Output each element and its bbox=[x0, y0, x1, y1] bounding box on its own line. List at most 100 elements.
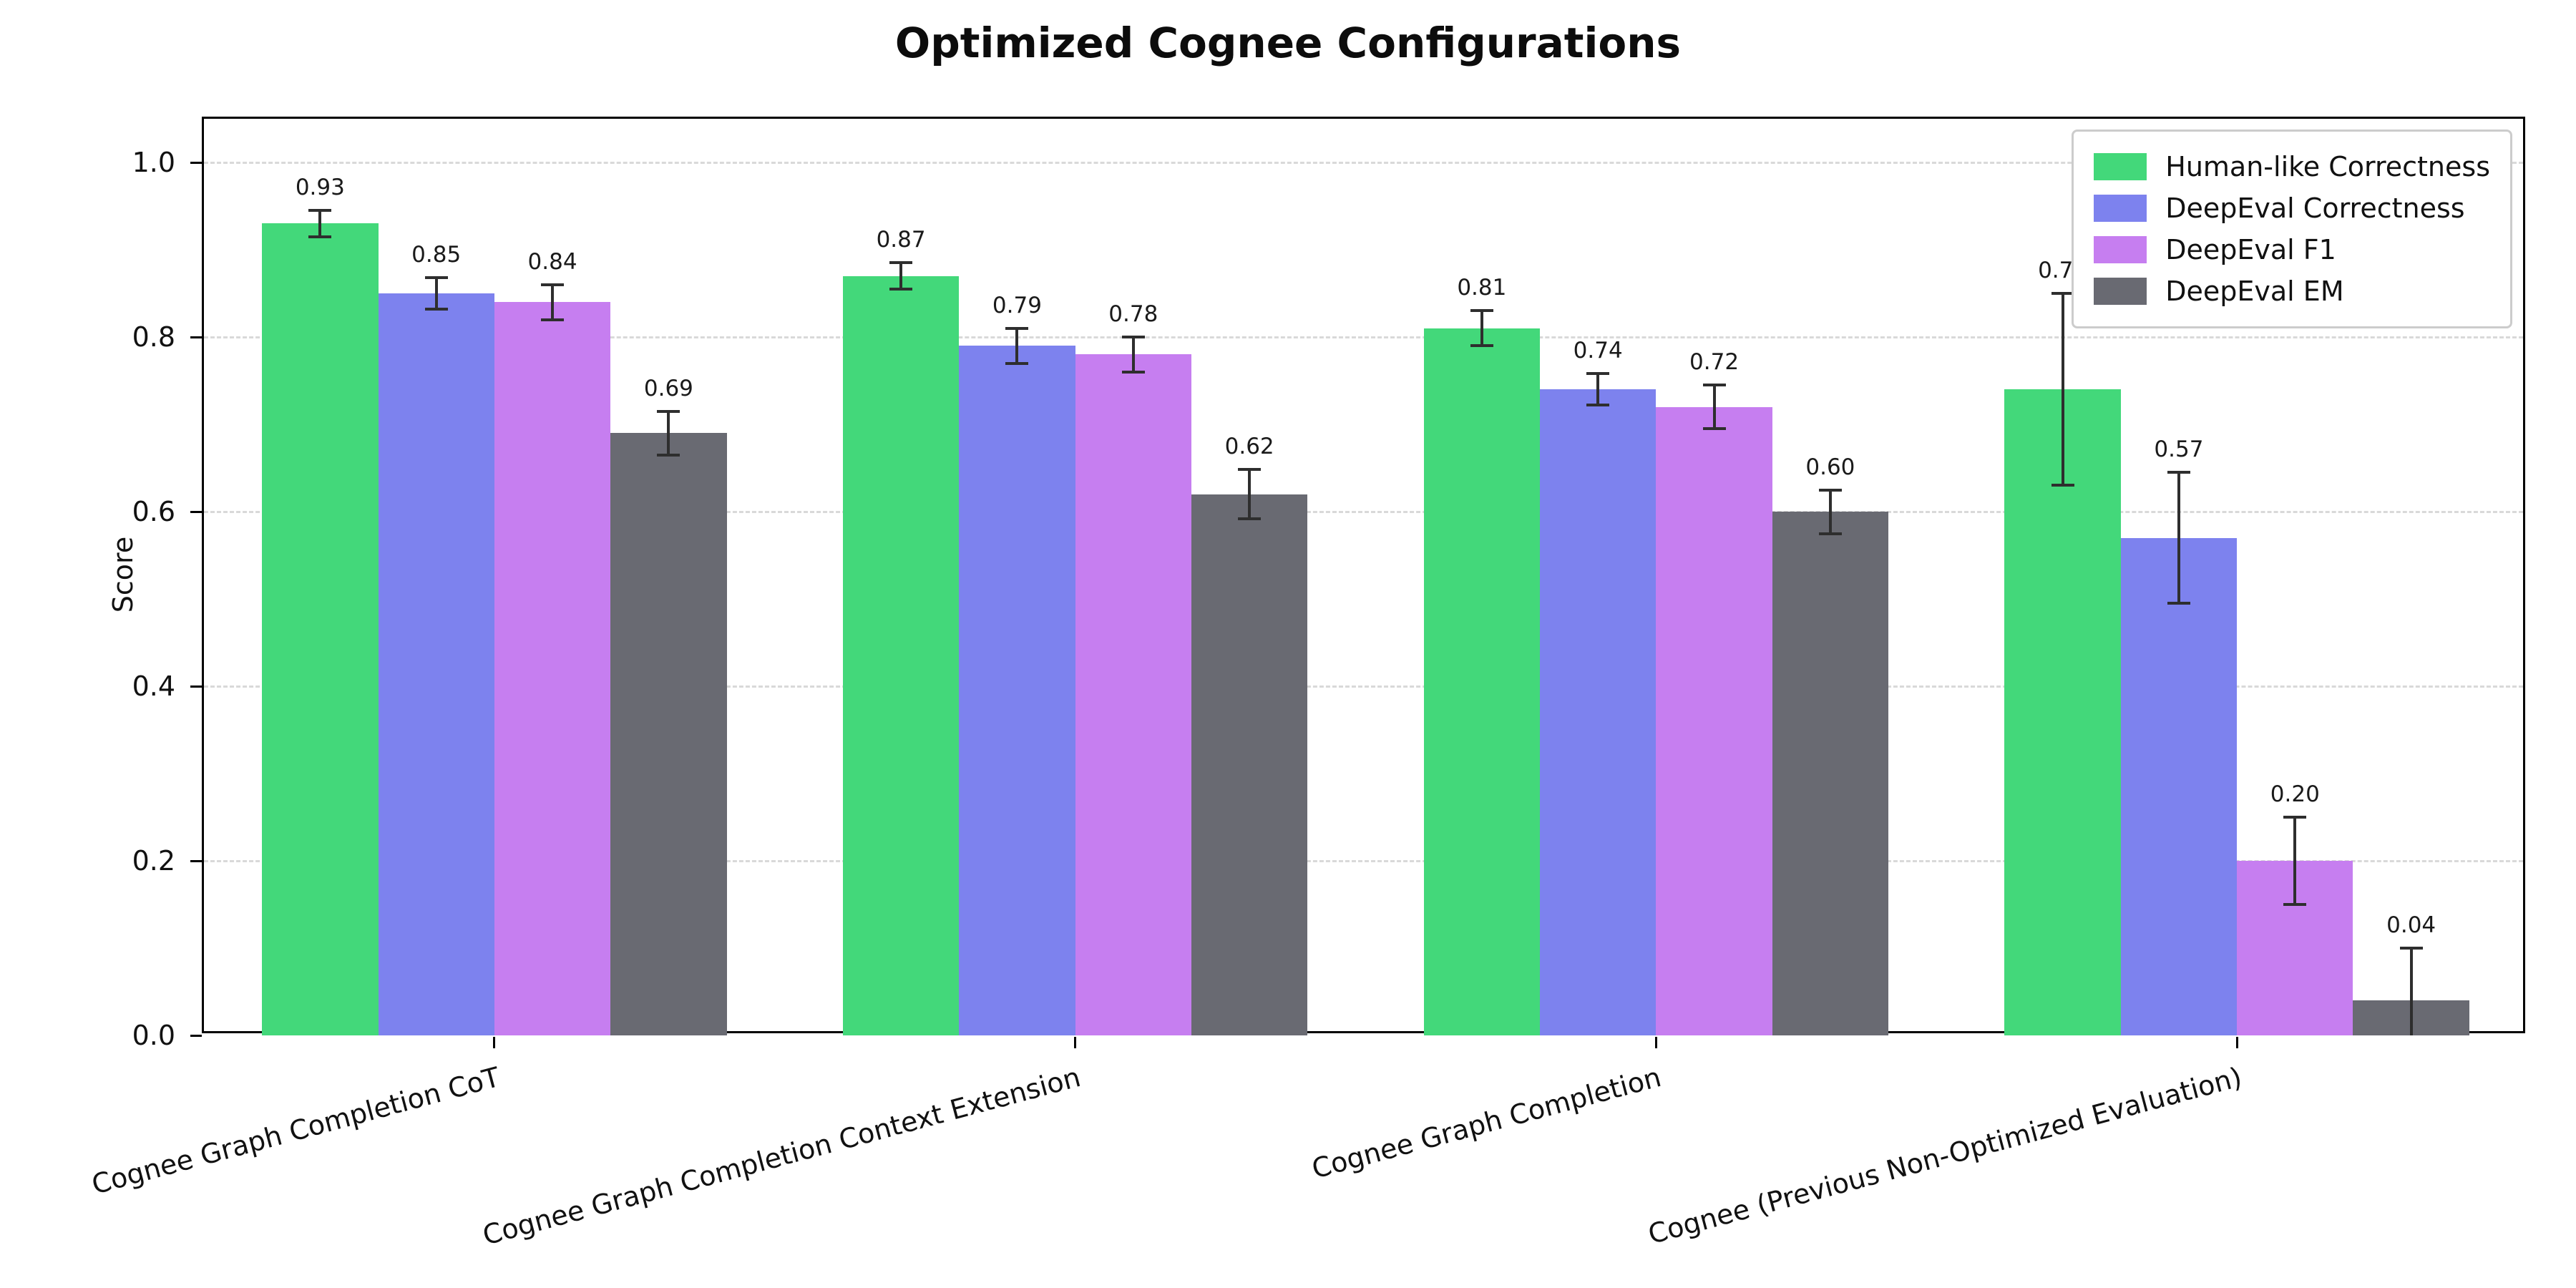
legend-item: DeepEval EM bbox=[2094, 270, 2490, 312]
error-bar-cap bbox=[1121, 370, 1145, 374]
error-bar-cap bbox=[1586, 404, 1610, 407]
error-bar-stem bbox=[1712, 385, 1716, 429]
bar-value-label: 0.60 bbox=[1805, 454, 1855, 480]
bar bbox=[1423, 328, 1541, 1035]
legend-label: DeepEval Correctness bbox=[2165, 192, 2465, 224]
error-bar-cap bbox=[1238, 517, 1262, 520]
error-bar-stem bbox=[318, 210, 322, 237]
error-bar-cap bbox=[1586, 372, 1610, 376]
x-tick-mark bbox=[2235, 1037, 2238, 1048]
error-bar-stem bbox=[2177, 472, 2180, 604]
bar-value-label: 0.85 bbox=[411, 242, 462, 268]
y-tick-label: 0.4 bbox=[132, 670, 175, 702]
gridline bbox=[204, 336, 2523, 338]
error-bar-cap bbox=[2167, 471, 2190, 474]
x-tick-mark bbox=[1654, 1037, 1657, 1048]
error-bar-cap bbox=[2051, 484, 2074, 487]
y-tick-mark bbox=[190, 336, 202, 338]
error-bar-cap bbox=[1818, 532, 1842, 535]
legend-label: DeepEval EM bbox=[2165, 275, 2344, 307]
x-tick-mark bbox=[1074, 1037, 1077, 1048]
bar-value-label: 0.81 bbox=[1457, 275, 1507, 301]
error-bar-stem bbox=[1480, 311, 1483, 346]
bar-value-label: 0.87 bbox=[876, 227, 926, 253]
gridline bbox=[204, 860, 2523, 862]
error-bar-cap bbox=[657, 409, 680, 413]
error-bar-cap bbox=[424, 276, 448, 280]
bar bbox=[494, 302, 611, 1035]
error-bar-stem bbox=[2293, 817, 2297, 904]
error-bar-cap bbox=[889, 287, 913, 291]
y-tick-mark bbox=[190, 859, 202, 862]
bar-value-label: 0.74 bbox=[1573, 338, 1623, 364]
error-bar-stem bbox=[899, 263, 903, 289]
y-tick-mark bbox=[190, 161, 202, 164]
error-bar-stem bbox=[1131, 337, 1135, 372]
error-bar-cap bbox=[541, 318, 565, 321]
error-bar-cap bbox=[1470, 344, 1493, 348]
error-bar-cap bbox=[1470, 309, 1493, 313]
error-bar-cap bbox=[1121, 336, 1145, 338]
error-bar-stem bbox=[1828, 489, 1832, 534]
x-tick-label: Cognee Graph Completion CoT bbox=[88, 1060, 503, 1201]
legend-item: DeepEval Correctness bbox=[2094, 187, 2490, 229]
bar-value-label: 0.62 bbox=[1224, 434, 1274, 460]
bar bbox=[2120, 537, 2238, 1035]
error-bar-stem bbox=[434, 278, 438, 309]
bar-value-label: 0.84 bbox=[527, 248, 577, 275]
error-bar-cap bbox=[2051, 292, 2074, 295]
error-bar-stem bbox=[1596, 374, 1600, 406]
legend-item: DeepEval F1 bbox=[2094, 229, 2490, 270]
error-bar-cap bbox=[1005, 361, 1029, 365]
bar-value-label: 0.79 bbox=[992, 292, 1042, 318]
y-tick-label: 1.0 bbox=[132, 147, 175, 178]
legend-swatch bbox=[2094, 153, 2147, 180]
error-bar-cap bbox=[1702, 384, 1726, 387]
x-tick-label: Cognee Graph Completion bbox=[1308, 1060, 1665, 1185]
plot-area: Human-like Correctness DeepEval Correctne… bbox=[88, 117, 2525, 1252]
error-bar-stem bbox=[667, 411, 670, 455]
gridline bbox=[204, 511, 2523, 513]
error-bar-cap bbox=[889, 261, 913, 265]
bar-value-label: 0.78 bbox=[1108, 301, 1158, 327]
bar bbox=[1656, 406, 1772, 1035]
gridline bbox=[204, 686, 2523, 688]
error-bar-cap bbox=[308, 209, 332, 213]
bar-value-label: 0.93 bbox=[295, 175, 345, 201]
bar bbox=[842, 275, 960, 1035]
legend-item: Human-like Correctness bbox=[2094, 146, 2490, 187]
bar-value-label: 0.57 bbox=[2154, 436, 2204, 463]
bar bbox=[1540, 389, 1657, 1035]
y-tick-mark bbox=[190, 510, 202, 513]
error-bar-stem bbox=[1015, 328, 1019, 364]
error-bar-stem bbox=[1248, 469, 1252, 519]
y-tick-mark bbox=[190, 1034, 202, 1037]
error-bar-cap bbox=[2399, 947, 2423, 950]
error-bar-cap bbox=[2283, 816, 2307, 819]
error-bar-cap bbox=[657, 453, 680, 457]
x-tick-label: Cognee (Previous Non-Optimized Evaluatio… bbox=[1645, 1060, 2246, 1251]
x-tick-mark bbox=[493, 1037, 496, 1048]
legend: Human-like Correctness DeepEval Correctne… bbox=[2072, 130, 2512, 328]
bar bbox=[610, 433, 727, 1035]
bar bbox=[262, 223, 379, 1035]
error-bar-stem bbox=[2061, 293, 2064, 486]
bar-value-label: 0.69 bbox=[643, 375, 693, 401]
error-bar-cap bbox=[2283, 903, 2307, 906]
chart-title: Optimized Cognee Configurations bbox=[894, 19, 1682, 67]
error-bar-cap bbox=[2167, 602, 2190, 605]
x-tick-label: Cognee Graph Completion Context Extensio… bbox=[479, 1060, 1084, 1252]
legend-swatch bbox=[2094, 236, 2147, 263]
error-bar-cap bbox=[424, 307, 448, 311]
legend-label: Human-like Correctness bbox=[2165, 151, 2490, 182]
bar bbox=[378, 293, 494, 1035]
bar-value-label: 0.04 bbox=[2386, 912, 2436, 938]
error-bar-cap bbox=[1005, 326, 1029, 330]
y-tick-label: 0.0 bbox=[132, 1020, 175, 1051]
error-bar-cap bbox=[1818, 488, 1842, 492]
y-tick-label: 0.6 bbox=[132, 496, 175, 527]
error-bar-cap bbox=[541, 283, 565, 286]
bar-value-label: 0.20 bbox=[2270, 781, 2320, 807]
legend-label: DeepEval F1 bbox=[2165, 234, 2336, 265]
error-bar-stem bbox=[551, 284, 555, 320]
